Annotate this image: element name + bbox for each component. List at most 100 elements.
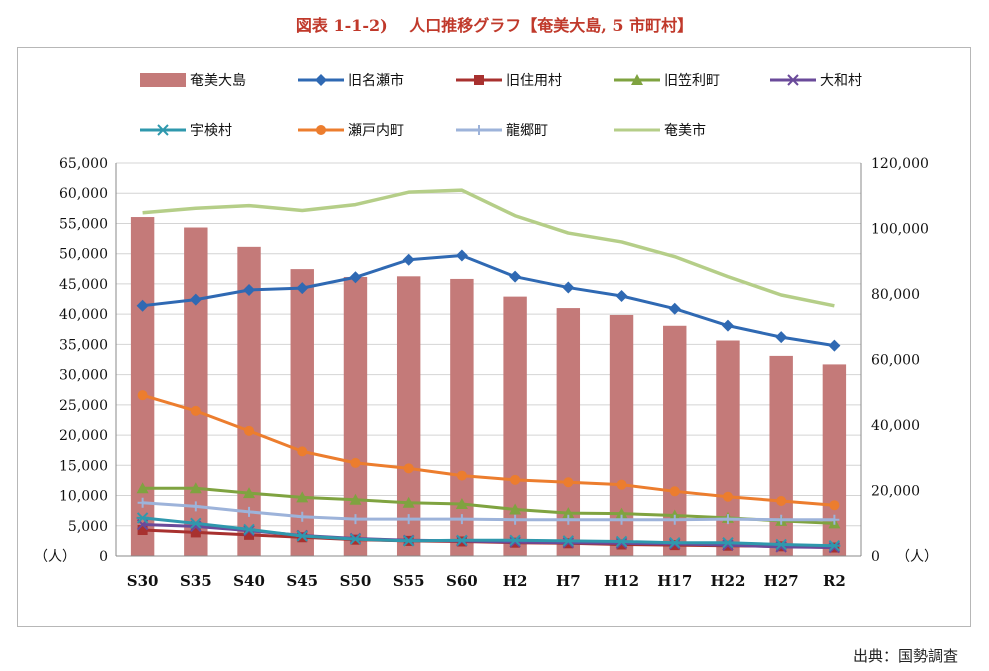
legend-swatch xyxy=(140,73,186,87)
line-layer xyxy=(136,188,841,554)
bar xyxy=(396,276,421,556)
left-tick-label: 30,000 xyxy=(59,368,108,384)
x-tick-label: H12 xyxy=(604,572,639,590)
data-point xyxy=(829,514,840,525)
left-tick-label: 0 xyxy=(99,549,108,565)
right-tick-label: 100,000 xyxy=(871,222,929,238)
legend-label: 奄美市 xyxy=(664,122,706,139)
data-point xyxy=(509,503,522,515)
bar-layer xyxy=(130,217,847,556)
data-point xyxy=(510,514,521,525)
data-point xyxy=(668,536,681,549)
series-line xyxy=(142,393,835,507)
x-tick-label: S35 xyxy=(180,572,212,590)
data-point xyxy=(775,331,788,344)
left-tick-label: 60,000 xyxy=(59,186,108,202)
right-tick-label: 20,000 xyxy=(871,484,920,500)
data-point xyxy=(157,124,169,136)
source-note: 出典：国勢調査 xyxy=(852,647,958,665)
legend-label: 大和村 xyxy=(820,73,862,89)
data-point xyxy=(563,514,574,525)
data-point xyxy=(136,299,149,312)
data-point xyxy=(243,487,256,499)
data-point xyxy=(315,74,327,86)
bar xyxy=(556,308,581,556)
x-tick-label: S50 xyxy=(340,572,372,590)
data-point xyxy=(296,491,309,503)
data-point xyxy=(402,496,415,508)
x-tick-label: S40 xyxy=(233,572,265,590)
data-point xyxy=(349,493,362,505)
data-point xyxy=(350,514,361,525)
data-point xyxy=(349,271,362,284)
legend-label: 旧名瀬市 xyxy=(348,72,404,89)
x-tick-label: H27 xyxy=(764,572,799,590)
data-point xyxy=(296,530,309,542)
series-line xyxy=(142,254,835,348)
bar xyxy=(769,355,793,556)
data-point xyxy=(474,75,484,85)
x-tick-label: H17 xyxy=(657,572,692,590)
legend-label: 旧笠利町 xyxy=(664,73,720,89)
data-point xyxy=(136,482,149,494)
right-tick-label: 120,000 xyxy=(871,156,929,172)
data-point xyxy=(402,253,415,266)
data-point xyxy=(509,536,521,548)
x-tick-label: H22 xyxy=(710,572,745,590)
data-point xyxy=(562,535,575,547)
bar xyxy=(822,364,847,556)
data-point xyxy=(455,249,468,262)
data-point xyxy=(474,125,484,135)
data-point xyxy=(350,457,361,468)
data-point xyxy=(615,290,628,303)
bar xyxy=(290,269,314,556)
left-tick-label: 45,000 xyxy=(59,277,108,293)
left-tick-label: 65,000 xyxy=(59,156,108,172)
left-tick-label: 15,000 xyxy=(59,458,108,474)
data-point xyxy=(297,511,308,522)
data-point xyxy=(776,495,787,506)
left-tick-label: 55,000 xyxy=(59,216,108,232)
figure-title: 図表 1-1-2) 人口推移グラフ【奄美大島, 5 市町村】 xyxy=(295,16,694,35)
bar xyxy=(184,227,208,556)
left-tick-label: 40,000 xyxy=(59,307,108,323)
legend-label: 奄美大島 xyxy=(190,73,246,89)
x-tick-label: S45 xyxy=(286,572,318,590)
data-point xyxy=(137,525,148,536)
data-point xyxy=(455,498,468,510)
data-point xyxy=(509,270,522,283)
data-point xyxy=(616,479,627,490)
bar xyxy=(343,276,368,556)
bar xyxy=(663,325,687,556)
data-point xyxy=(829,500,840,511)
data-point xyxy=(563,477,574,488)
bar xyxy=(450,278,474,556)
data-point xyxy=(189,293,202,306)
legend-label: 宇検村 xyxy=(190,123,232,139)
data-point xyxy=(509,534,522,546)
right-tick-label: 60,000 xyxy=(871,353,920,369)
data-point xyxy=(722,491,733,502)
data-point xyxy=(190,405,201,416)
data-point xyxy=(456,514,467,525)
chart-frame: 0 5,000 10,000 15,000 20,000 25,000 30,000 35,0… xyxy=(17,47,971,627)
data-point xyxy=(349,533,362,545)
left-tick-label: 20,000 xyxy=(59,428,108,444)
data-point xyxy=(190,501,201,512)
axis-layer: 0 5,000 10,000 15,000 20,000 25,000 30,000 35,0… xyxy=(34,156,938,590)
left-tick-label: 35,000 xyxy=(59,337,108,353)
data-point xyxy=(828,540,841,552)
bar xyxy=(716,340,740,556)
legend-label: 瀬戸内町 xyxy=(348,123,404,139)
data-point xyxy=(244,506,255,517)
data-point xyxy=(631,74,643,85)
series-line xyxy=(142,188,835,308)
legend-label: 旧住用村 xyxy=(506,73,562,89)
data-point xyxy=(668,302,681,315)
data-point xyxy=(722,514,733,525)
data-point xyxy=(615,507,628,519)
data-point xyxy=(456,470,467,481)
data-point xyxy=(721,319,734,332)
x-tick-label: H7 xyxy=(556,572,581,590)
